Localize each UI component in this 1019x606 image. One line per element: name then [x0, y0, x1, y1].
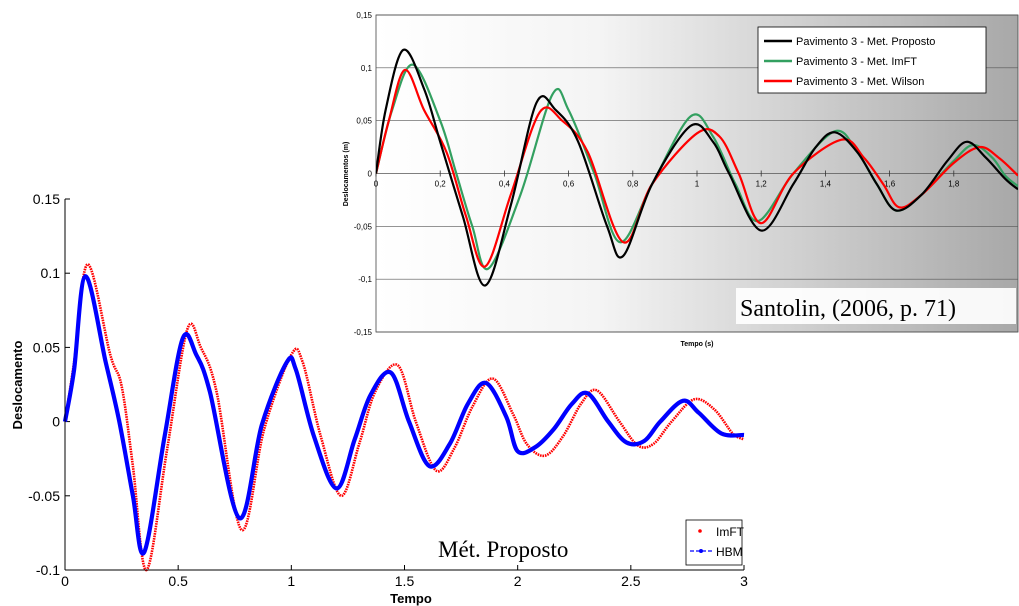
main-y-tick-label: 0.05	[33, 339, 60, 355]
main-x-ticks: 0 0.5 1 1.5 2 2.5 3	[61, 565, 748, 589]
main-x-tick-label: 0.5	[168, 573, 188, 589]
main-y-tick-label: 0	[52, 414, 60, 430]
inset-x-tick-label: 0	[374, 180, 379, 189]
inset-legend-box	[757, 26, 987, 94]
inset-y-tick-label: 0,05	[356, 117, 372, 126]
inset-legend-label-wilson: Pavimento 3 - Met. Wilson	[796, 76, 924, 88]
main-x-tick-label: 1.5	[395, 573, 415, 589]
inset-legend-label-proposto: Pavimento 3 - Met. Proposto	[796, 36, 935, 48]
inset-y-tick-label: 0,15	[356, 11, 372, 20]
main-x-axis-label: Tempo	[390, 591, 432, 606]
inset-annotation: Santolin, (2006, p. 71)	[740, 296, 956, 322]
inset-y-tick-label: -0,1	[358, 275, 372, 284]
inset-x-tick-label: 1,6	[884, 180, 896, 189]
inset-annotation-box	[736, 288, 1016, 324]
inset-x-tick-label: 0,8	[627, 180, 639, 189]
main-series-hbm-line	[62, 274, 745, 556]
inset-y-tick-label: 0	[368, 170, 373, 179]
inset-y-tick-label: -0,05	[354, 222, 373, 231]
inset-y-tick-label: -0,15	[354, 328, 373, 337]
main-x-tick-label: 2	[514, 573, 522, 589]
main-legend: ImFT HBM	[685, 519, 745, 566]
inset-y-tick-label: 0,1	[361, 64, 373, 73]
main-x-tick-label: 1	[287, 573, 295, 589]
main-chart: -0.1 -0.05 0 0.05 0.1 0.15 0 0.5 1 1.5 2 2.5 3 Temp…	[10, 191, 748, 606]
inset-x-ticks: 0 0,2 0,4 0,6 0,8 1 1,2 1,4 1,6 1,8	[374, 170, 960, 189]
inset-x-tick-label: 0,4	[499, 180, 511, 189]
inset-series-layer	[376, 48, 1018, 287]
main-legend-marker-imft	[698, 529, 702, 533]
inset-legend-label-imft: Pavimento 3 - Met. ImFT	[796, 56, 917, 68]
main-annotation: Mét. Proposto	[438, 537, 568, 562]
inset-y-axis-label: Deslocamentos (m)	[343, 142, 350, 207]
inset-x-tick-label: 1,4	[820, 180, 832, 189]
inset-x-tick-label: 0,6	[563, 180, 575, 189]
main-x-tick-label: 2.5	[621, 573, 641, 589]
main-y-tick-label: -0.1	[36, 562, 60, 578]
inset-chart: -0,15 -0,1 -0,05 0 0,05 0,1 0,15 0 0,2 0,4 0,6 0,8…	[342, 4, 1019, 348]
main-y-tick-label: 0.15	[33, 191, 60, 207]
main-y-tick-label: -0.05	[28, 488, 60, 504]
inset-series-proposto-line	[376, 48, 1018, 287]
inset-x-tick-label: 1,8	[948, 180, 960, 189]
inset-x-tick-label: 1,2	[756, 180, 768, 189]
inset-x-axis-label: Tempo (s)	[681, 341, 714, 348]
main-legend-label-imft: ImFT	[716, 525, 745, 539]
main-legend-label-hbm: HBM	[716, 545, 743, 559]
main-y-tick-label: 0.1	[41, 265, 61, 281]
inset-y-ticks: -0,15 -0,1 -0,05 0 0,05 0,1 0,15	[354, 11, 373, 337]
main-y-ticks: -0.1 -0.05 0 0.05 0.1 0.15	[28, 191, 70, 578]
main-legend-marker-hbm	[699, 549, 703, 553]
main-x-tick-label: 0	[61, 573, 69, 589]
inset-x-tick-label: 1	[695, 180, 700, 189]
main-legend-box	[685, 519, 743, 566]
main-x-tick-label: 3	[740, 573, 748, 589]
inset-x-tick-label: 0,2	[435, 180, 447, 189]
main-y-axis-label: Deslocamento	[10, 341, 25, 430]
inset-legend: Pavimento 3 - Met. Proposto Pavimento 3 …	[757, 26, 987, 94]
